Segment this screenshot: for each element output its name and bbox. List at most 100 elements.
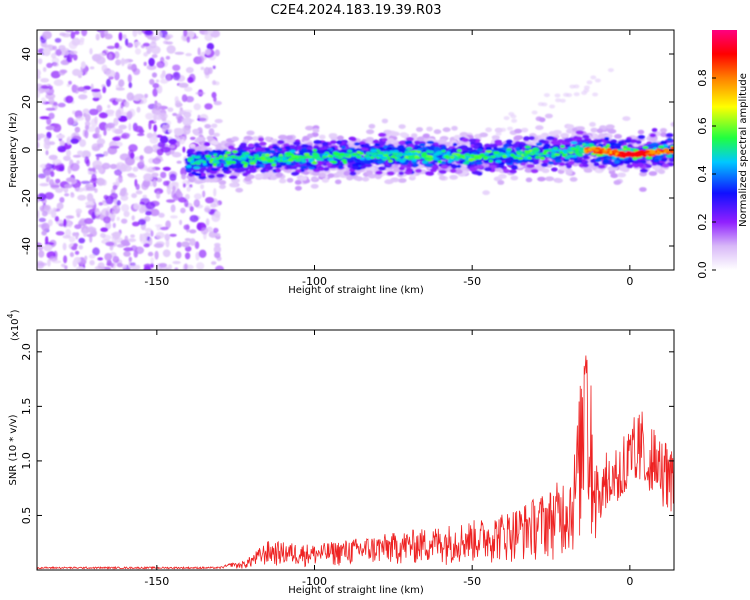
signal-blob [194,155,201,159]
noise-blob [199,113,209,123]
signal-blob [278,134,288,140]
signal-blob [637,129,645,135]
peak-blob [591,146,596,150]
signal-blob [463,161,469,165]
noise-blob [136,264,141,270]
noise-blob [153,113,157,123]
noise-blob [107,104,111,109]
noise-blob [74,30,80,35]
noise-blob [503,116,510,121]
noise-blob [172,64,181,71]
noise-blob [75,233,79,240]
signal-blob [551,154,556,158]
noise-blob [143,265,152,270]
noise-blob [139,233,143,242]
signal-blob [276,164,282,169]
noise-blob [213,96,217,103]
signal-blob [521,127,529,133]
signal-blob [552,147,559,150]
signal-blob [659,127,668,133]
signal-blob [459,144,468,150]
noise-blob [197,47,201,56]
noise-blob [184,86,193,92]
signal-blob [405,140,413,144]
noise-blob [118,124,127,130]
noise-blob [67,220,73,228]
noise-blob [114,71,120,81]
noise-blob [48,112,55,120]
noise-blob [55,178,61,184]
peak-blob [594,149,600,152]
signal-blob [396,158,402,161]
noise-blob [91,173,97,182]
signal-blob [258,137,264,142]
noise-blobs [37,30,614,270]
signal-blob [355,161,361,166]
signal-blob [241,160,247,164]
noise-blob [165,123,170,130]
noise-blob [590,75,597,80]
signal-blob [636,162,645,167]
noise-blob [65,177,75,182]
signal-blob [388,159,393,163]
noise-blob [172,260,181,265]
noise-blob [103,151,109,157]
signal-blob [311,161,318,165]
signal-blob [560,133,570,138]
signal-blob [334,155,339,159]
signal-blob [344,153,350,157]
noise-blob [196,222,202,230]
noise-blob [143,145,154,154]
noise-blob [183,224,190,230]
noise-blob [215,265,224,270]
signal-blob [341,145,346,150]
noise-blob [112,222,116,228]
peak-blob [598,151,603,155]
signal-blob [329,154,334,158]
noise-blob [165,55,171,60]
noise-blob [99,30,109,37]
noise-blob [160,267,167,270]
noise-blob [151,54,158,59]
noise-blob [124,101,130,108]
signal-blob [377,151,384,155]
noise-blob [64,184,73,189]
signal-blob [238,164,245,168]
signal-blob [454,158,460,161]
signal-blob [651,128,658,133]
signal-blob [421,146,429,151]
signal-blob [425,171,432,176]
signal-blob [398,171,405,176]
noise-blob [63,155,71,161]
noise-blob [166,199,176,203]
signal-blob [365,136,374,142]
noise-blob [43,140,51,150]
signal-blob [238,144,247,149]
signal-blob [421,153,428,157]
noise-blob [158,212,165,218]
noise-blob [193,193,202,200]
noise-blob [110,192,118,200]
noise-blob [37,262,48,267]
signal-blob [372,139,379,144]
noise-blob [45,163,51,171]
signal-blob [528,136,535,141]
noise-blob [37,69,41,77]
noise-blob [60,69,68,74]
noise-blob [133,41,141,47]
noise-blob [105,241,115,247]
signal-blob [194,179,203,185]
signal-blob [495,159,502,163]
noise-blob [37,58,43,65]
noise-blob [213,188,217,197]
noise-blob [113,141,123,147]
noise-blob [116,262,123,268]
noise-blob [122,34,127,40]
noise-blob [50,70,61,79]
signal-blob [254,147,263,152]
noise-blob [144,30,153,36]
signal-blob [249,161,256,165]
signal-blob [505,159,511,164]
signal-blob [575,130,584,135]
signal-blob [356,155,362,159]
